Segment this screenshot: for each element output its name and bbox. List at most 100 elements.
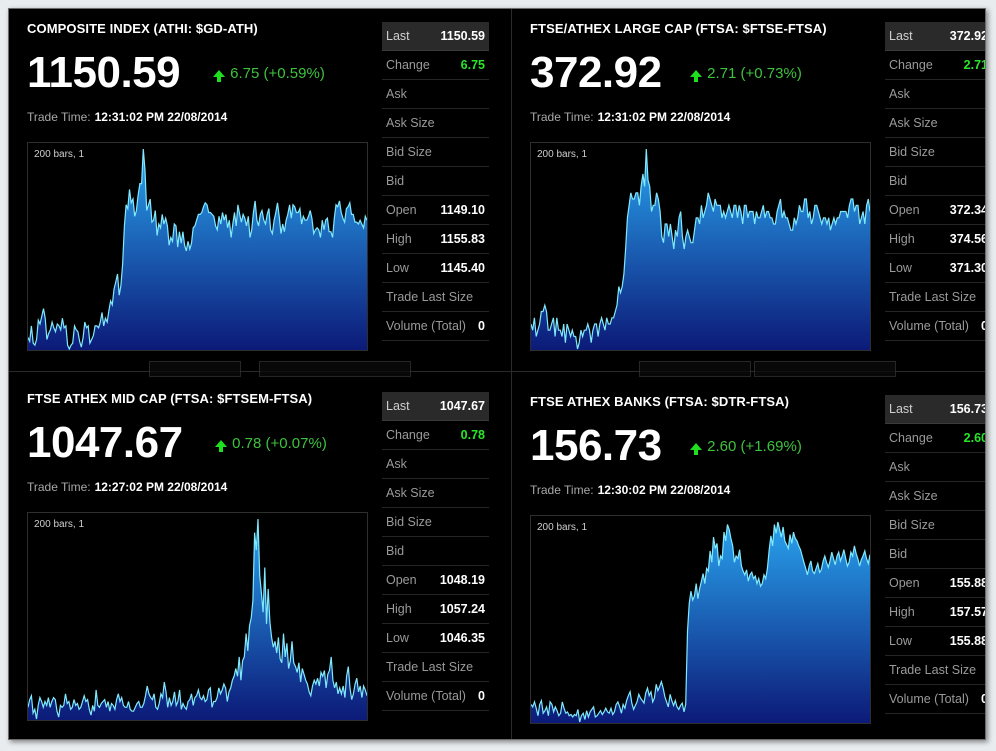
quote-table: Last 156.73 Change 2.60 Ask Ask Size Bid Size B… — [885, 395, 986, 714]
trade-time-label: Trade Time: — [27, 480, 91, 494]
quote-row-trade-last-size: Trade Last Size — [382, 653, 489, 682]
chart-line — [531, 521, 870, 723]
quote-row-bid-size: Bid Size — [382, 508, 489, 537]
quote-row-ask: Ask — [885, 80, 985, 109]
trade-time: Trade Time: 12:27:02 PM 22/08/2014 — [27, 480, 227, 494]
quote-row-label: High — [889, 605, 915, 619]
quote-table: Last 1150.59 Change 6.75 Ask Ask Size Bid Size… — [382, 22, 489, 341]
quote-row-value: 1150.59 — [440, 29, 486, 43]
quote-row-label: Trade Last Size — [386, 290, 474, 304]
quote-row-volume-total: Volume (Total) 0 — [382, 682, 489, 711]
quote-row-low: Low 371.30 — [885, 254, 985, 283]
bars-label: 200 bars, 1 — [34, 519, 85, 530]
quote-row-label: Volume (Total) — [889, 319, 969, 333]
quote-row-value: 0 — [478, 319, 485, 333]
quote-row-label: Bid Size — [889, 145, 935, 159]
trade-time-value: 12:27:02 PM 22/08/2014 — [94, 480, 228, 494]
quote-row-label: Change — [889, 431, 933, 445]
quote-row-change: Change 2.60 — [885, 424, 985, 453]
chart-line — [531, 148, 870, 350]
ghost-toolbar-field — [259, 361, 411, 377]
up-arrow-icon — [690, 443, 702, 455]
quote-row-ask: Ask — [382, 80, 489, 109]
quote-row-last: Last 372.92 — [885, 22, 986, 51]
quote-row-low: Low 1145.40 — [382, 254, 489, 283]
quote-row-label: Low — [889, 634, 912, 648]
price-chart[interactable]: 200 bars, 1 — [27, 142, 368, 351]
quote-row-label: Open — [889, 203, 920, 217]
quote-row-value: 372.92 — [949, 29, 986, 43]
quote-row-ask-size: Ask Size — [382, 109, 489, 138]
quote-row-label: Ask — [889, 460, 910, 474]
quote-row-ask: Ask — [885, 453, 985, 482]
quote-row-value: 1149.10 — [440, 203, 486, 217]
up-arrow-icon — [690, 70, 702, 82]
quote-row-label: Last — [889, 402, 913, 416]
quote-row-label: High — [386, 602, 412, 616]
quote-row-value: 1048.19 — [439, 573, 485, 587]
quote-row-value: 0 — [478, 689, 485, 703]
quote-row-volume-total: Volume (Total) 0 — [885, 312, 985, 341]
quote-row-trade-last-size: Trade Last Size — [885, 656, 985, 685]
quote-row-label: Ask Size — [386, 116, 435, 130]
change-indicator: 6.75 (+0.59%) — [213, 65, 325, 82]
price-chart[interactable]: 200 bars, 1 — [530, 142, 871, 351]
change-indicator: 2.60 (+1.69%) — [690, 438, 802, 455]
quote-window: COMPOSITE INDEX (ATHI: $GD-ATH) 1150.59 … — [8, 8, 986, 740]
quote-row-label: Last — [889, 29, 913, 43]
quote-row-value: 0 — [981, 692, 985, 706]
panel-divider-vertical — [511, 9, 512, 739]
quote-row-label: Bid Size — [386, 145, 432, 159]
quote-row-label: Trade Last Size — [889, 290, 977, 304]
quote-row-trade-last-size: Trade Last Size — [382, 283, 489, 312]
quote-row-bid-size: Bid Size — [885, 511, 985, 540]
quote-row-high: High 1057.24 — [382, 595, 489, 624]
chart-svg — [531, 148, 870, 350]
quote-row-high: High 1155.83 — [382, 225, 489, 254]
last-price: 372.92 — [530, 48, 662, 97]
change-indicator: 2.71 (+0.73%) — [690, 65, 802, 82]
quote-row-value: 155.88 — [949, 576, 986, 590]
quote-row-label: Last — [386, 29, 410, 43]
quote-row-ask: Ask — [382, 450, 489, 479]
quote-row-open: Open 1149.10 — [382, 196, 489, 225]
trade-time-value: 12:31:02 PM 22/08/2014 — [597, 110, 731, 124]
quote-row-change: Change 6.75 — [382, 51, 489, 80]
quote-row-value: 155.88 — [949, 634, 986, 648]
last-price: 156.73 — [530, 421, 662, 470]
quote-row-label: Change — [889, 58, 933, 72]
quote-row-label: Trade Last Size — [386, 660, 474, 674]
chart-svg — [531, 521, 870, 723]
trade-time-value: 12:30:02 PM 22/08/2014 — [597, 483, 731, 497]
quote-row-label: Last — [386, 399, 410, 413]
chart-area — [28, 519, 367, 720]
quote-row-value: 0 — [981, 319, 985, 333]
change-text: 0.78 (+0.07%) — [232, 435, 327, 452]
quote-panel-banks: FTSE ATHEX BANKS (FTSA: $DTR-FTSA) 156.7… — [520, 382, 986, 736]
last-price: 1150.59 — [27, 48, 181, 97]
quote-row-ask-size: Ask Size — [885, 482, 985, 511]
trade-time: Trade Time: 12:30:02 PM 22/08/2014 — [530, 483, 730, 497]
quote-row-bid: Bid — [382, 537, 489, 566]
quote-row-label: Bid Size — [386, 515, 432, 529]
quote-row-label: Ask Size — [386, 486, 435, 500]
quote-row-label: Low — [386, 631, 409, 645]
quote-row-value: 0.78 — [460, 428, 485, 442]
quote-row-label: Bid — [386, 174, 405, 188]
quote-panel-mid-cap: FTSE ATHEX MID CAP (FTSA: $FTSEM-FTSA) 1… — [17, 379, 495, 733]
trade-time-label: Trade Time: — [27, 110, 91, 124]
price-chart[interactable]: 200 bars, 1 — [27, 512, 368, 721]
chart-area — [28, 149, 367, 350]
quote-row-value: 1145.40 — [440, 261, 486, 275]
quote-row-bid-size: Bid Size — [382, 138, 489, 167]
bars-label: 200 bars, 1 — [537, 149, 588, 160]
last-price: 1047.67 — [27, 418, 183, 467]
quote-row-value: 374.56 — [949, 232, 986, 246]
quote-row-change: Change 0.78 — [382, 421, 489, 450]
trade-time-label: Trade Time: — [530, 483, 594, 497]
quote-row-label: Volume (Total) — [386, 689, 466, 703]
quote-row-label: Ask Size — [889, 489, 938, 503]
price-chart[interactable]: 200 bars, 1 — [530, 515, 871, 724]
quote-row-low: Low 155.88 — [885, 627, 986, 656]
quote-row-high: High 374.56 — [885, 225, 986, 254]
